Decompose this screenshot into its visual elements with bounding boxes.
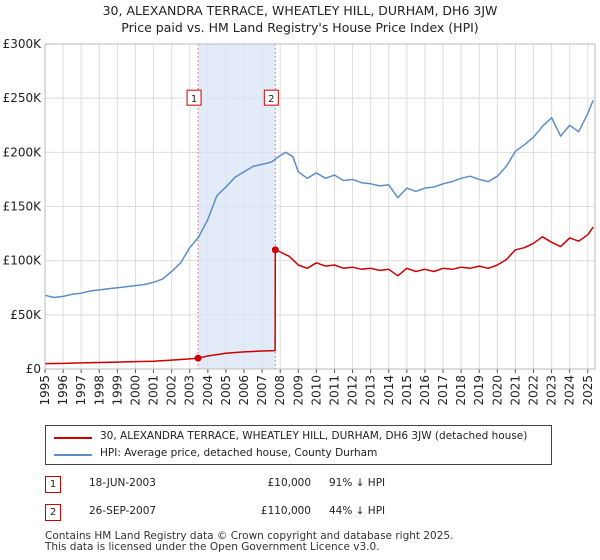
annotation-box [186, 89, 202, 106]
ownership-span-shade [198, 44, 276, 369]
x-tick-label: 2017 [436, 375, 450, 406]
x-tick-label: 2009 [291, 375, 305, 406]
legend-swatch-hpi [54, 454, 92, 456]
x-tick-label: 2024 [563, 375, 577, 406]
y-tick-label: £50K [10, 308, 42, 322]
x-tick-label: 2007 [255, 375, 269, 406]
sale-point-marker [271, 246, 279, 254]
plot-frame [44, 43, 596, 370]
transactions-table: 1 18-JUN-2003 £10,000 91% ↓ HPI 2 26-SEP… [45, 474, 545, 530]
table-row: 1 18-JUN-2003 £10,000 91% ↓ HPI [45, 474, 545, 502]
x-tick-label: 2001 [147, 375, 161, 406]
y-tick-label: £300K [3, 37, 43, 51]
y-tick-label: £150K [3, 200, 43, 214]
x-tick-label: 1996 [56, 375, 70, 406]
x-tick-label: 2011 [327, 375, 341, 406]
footer-attribution: Contains HM Land Registry data © Crown c… [45, 531, 453, 553]
x-tick-label: 2023 [545, 375, 559, 406]
x-tick-label: 1997 [74, 375, 88, 406]
chart-title: 30, ALEXANDRA TERRACE, WHEATLEY HILL, DU… [102, 3, 498, 18]
transaction-price: £10,000 [267, 477, 311, 489]
x-tick-label: 1999 [110, 375, 124, 406]
sale-point-marker [194, 354, 202, 362]
x-tick-label: 2005 [219, 375, 233, 406]
y-tick-label: £0 [26, 362, 41, 376]
x-tick-label: 2020 [490, 375, 504, 406]
x-tick-label: 1998 [92, 375, 106, 406]
legend-label-property: 30, ALEXANDRA TERRACE, WHEATLEY HILL, DU… [100, 430, 528, 442]
transaction-date: 26-SEP-2007 [89, 505, 157, 517]
legend-swatch-property [54, 437, 92, 439]
table-row: 2 26-SEP-2007 £110,000 44% ↓ HPI [45, 502, 545, 530]
legend-label-hpi: HPI: Average price, detached house, Coun… [100, 447, 378, 459]
footer-line-copyright: Contains HM Land Registry data © Crown c… [45, 530, 454, 542]
x-tick-label: 2002 [165, 375, 179, 406]
annotation-label: 1 [191, 94, 197, 105]
x-tick-label: 2019 [472, 375, 486, 406]
transaction-number-badge: 1 [45, 476, 61, 493]
transaction-hpi-diff: 44% ↓ HPI [329, 505, 386, 517]
transaction-hpi-diff: 91% ↓ HPI [329, 477, 386, 489]
x-tick-label: 2008 [273, 375, 287, 406]
x-tick-label: 2010 [309, 375, 323, 406]
annotation-label: 2 [268, 94, 274, 105]
x-tick-label: 2021 [508, 375, 522, 406]
x-tick-label: 2018 [454, 375, 468, 406]
x-tick-label: 2003 [183, 375, 197, 406]
transaction-date: 18-JUN-2003 [89, 477, 156, 489]
x-tick-label: 2014 [382, 375, 396, 406]
x-tick-label: 2004 [201, 375, 215, 406]
y-tick-label: £200K [3, 145, 43, 159]
x-tick-label: 2015 [400, 375, 414, 406]
x-tick-label: 2012 [346, 375, 360, 406]
x-tick-label: 2022 [526, 375, 540, 406]
x-tick-label: 2000 [128, 375, 142, 406]
price-chart: 1 2 £0 £50K £100K £150K £200K £250K £300K 1995 1… [3, 37, 596, 406]
x-tick-label: 2016 [418, 375, 432, 406]
annotation-box [263, 89, 279, 106]
x-tick-label: 2013 [364, 375, 378, 406]
chart-subtitle: Price paid vs. HM Land Registry's House … [121, 20, 479, 35]
series-line-property [44, 226, 594, 365]
x-tick-label: 2025 [581, 375, 595, 406]
y-tick-label: £250K [3, 91, 43, 105]
transaction-number-badge: 2 [45, 504, 61, 521]
y-tick-label: £100K [3, 254, 43, 268]
x-tick-label: 1995 [38, 375, 52, 406]
x-tick-label: 2006 [237, 375, 251, 406]
transaction-price: £110,000 [260, 505, 311, 517]
legend: 30, ALEXANDRA TERRACE, WHEATLEY HILL, DU… [45, 425, 552, 465]
series-line-hpi [44, 100, 594, 299]
footer-line-licence: This data is licensed under the Open Gov… [45, 541, 380, 553]
